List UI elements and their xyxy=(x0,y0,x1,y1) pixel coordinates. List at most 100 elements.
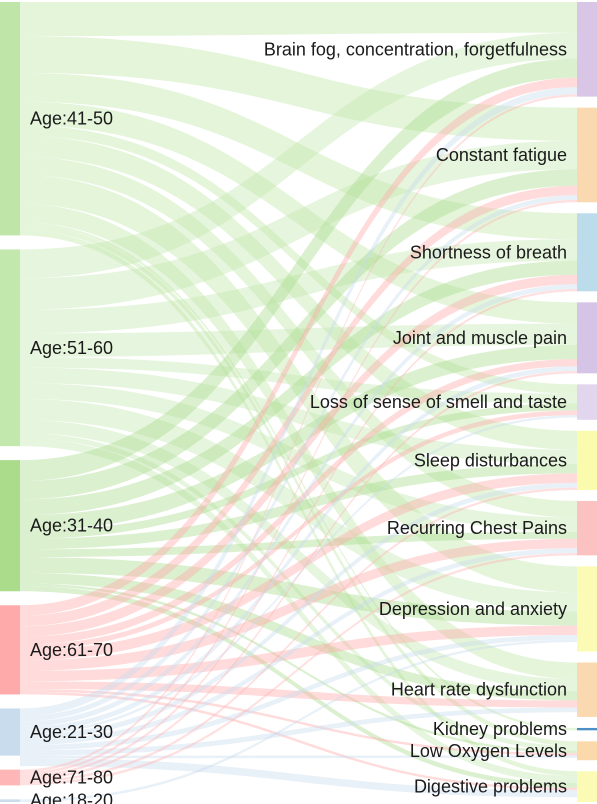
target-node-t3 xyxy=(577,213,597,292)
link-s31-t9 xyxy=(20,572,577,701)
target-label-t3: Shortness of breath xyxy=(410,242,567,262)
link-s51-t4 xyxy=(20,323,577,357)
link-s61-t7 xyxy=(20,538,577,671)
target-label-t10: Kidney problems xyxy=(433,719,567,739)
link-s31-t8 xyxy=(20,557,577,626)
link-s41-t2 xyxy=(20,36,577,141)
source-label-s18: Age:18-20 xyxy=(30,791,113,804)
target-label-t1: Brain fog, concentration, forgetfulness xyxy=(264,39,567,59)
link-s41-t5 xyxy=(20,125,577,394)
link-s31-t7 xyxy=(20,531,577,558)
target-label-t5: Loss of sense of smell and taste xyxy=(310,392,567,412)
source-label-s71: Age:71-80 xyxy=(30,768,113,788)
link-s21-t9 xyxy=(20,707,577,756)
link-s31-t11 xyxy=(20,583,577,754)
link-s51-t1 xyxy=(20,32,577,279)
target-label-t6: Sleep disturbances xyxy=(414,450,567,470)
link-s71-t1 xyxy=(20,94,577,773)
link-s41-t9 xyxy=(20,203,577,680)
target-node-t11 xyxy=(577,741,597,761)
source-node-s71 xyxy=(0,769,20,786)
link-s21-t8 xyxy=(20,634,577,751)
target-node-t5 xyxy=(577,384,597,420)
link-s71-t3 xyxy=(20,288,577,778)
link-s61-t1 xyxy=(20,77,577,616)
link-s41-t6 xyxy=(20,135,577,450)
link-s61-t3 xyxy=(20,274,577,637)
target-node-t10 xyxy=(577,727,597,731)
link-s21-t7 xyxy=(20,548,577,746)
source-node-s31 xyxy=(0,460,20,592)
link-s21-t3 xyxy=(20,284,577,727)
target-node-t6 xyxy=(577,430,597,490)
target-node-t1 xyxy=(577,2,597,97)
link-s61-t11 xyxy=(20,689,577,756)
target-label-t8: Depression and anxiety xyxy=(379,599,567,619)
link-s41-t7 xyxy=(20,156,577,518)
link-s61-t12 xyxy=(20,691,577,791)
source-node-s21 xyxy=(0,708,20,756)
link-s51-t5 xyxy=(20,356,577,404)
link-s51-t3 xyxy=(20,239,577,334)
target-node-t8 xyxy=(577,566,597,652)
link-s51-t8 xyxy=(20,398,577,612)
target-label-t11: Low Oxygen Levels xyxy=(410,741,567,761)
link-s21-t2 xyxy=(20,195,577,722)
link-s51-t7 xyxy=(20,383,577,532)
link-s51-t12 xyxy=(20,438,577,784)
source-node-s41 xyxy=(0,2,20,236)
link-s71-t7 xyxy=(20,553,577,786)
target-label-t7: Recurring Chest Pains xyxy=(387,518,567,538)
labels-layer: Age:41-50 Age:51-60 Age:31-40 Age:61-70 Age:… xyxy=(30,39,567,804)
link-s71-t4 xyxy=(20,370,577,781)
link-s51-t9 xyxy=(20,419,577,691)
link-s21-t5 xyxy=(20,415,577,735)
target-label-t12: Digestive problems xyxy=(414,777,567,797)
link-s31-t4 xyxy=(20,344,577,531)
link-s41-t3 xyxy=(20,72,577,240)
link-s61-t9 xyxy=(20,681,577,708)
source-label-s41: Age:41-50 xyxy=(30,109,113,129)
target-node-t9 xyxy=(577,662,597,717)
link-s21-t4 xyxy=(20,366,577,733)
link-s71-t6 xyxy=(20,487,577,783)
link-s41-t8 xyxy=(20,175,577,593)
target-label-t9: Heart rate dysfunction xyxy=(391,680,567,700)
link-s31-t2 xyxy=(20,169,577,500)
source-node-s18 xyxy=(0,799,20,802)
target-node-t2 xyxy=(577,107,597,203)
link-s71-t2 xyxy=(20,199,577,775)
target-label-t2: Constant fatigue xyxy=(436,145,567,165)
source-label-s51: Age:51-60 xyxy=(30,338,113,358)
link-s61-t8 xyxy=(20,625,577,682)
link-s31-t5 xyxy=(20,403,577,539)
source-label-s61: Age:61-70 xyxy=(30,640,113,660)
links-layer xyxy=(20,2,577,802)
link-s41-t10 xyxy=(20,222,577,731)
target-node-t12 xyxy=(577,771,597,802)
link-s61-t4 xyxy=(20,359,577,645)
link-s31-t3 xyxy=(20,260,577,516)
link-s61-t5 xyxy=(20,410,577,650)
link-s51-t11 xyxy=(20,433,577,751)
target-node-t7 xyxy=(577,500,597,556)
link-s61-t6 xyxy=(20,473,577,661)
link-s41-t1 xyxy=(20,2,577,37)
link-s31-t12 xyxy=(20,586,577,788)
link-s18-t8 xyxy=(20,639,577,802)
link-s31-t6 xyxy=(20,463,577,550)
link-s41-t11 xyxy=(20,224,577,747)
link-s21-t12 xyxy=(20,758,577,798)
link-s61-t2 xyxy=(20,185,577,627)
link-s21-t11 xyxy=(20,755,577,759)
link-s21-t1 xyxy=(20,87,577,717)
link-s51-t6 xyxy=(20,367,577,464)
source-node-s51 xyxy=(0,249,20,447)
target-node-t4 xyxy=(577,302,597,374)
source-node-s61 xyxy=(0,605,20,695)
link-s41-t4 xyxy=(20,101,577,324)
link-s41-t12 xyxy=(20,230,577,776)
link-s51-t2 xyxy=(20,140,577,310)
